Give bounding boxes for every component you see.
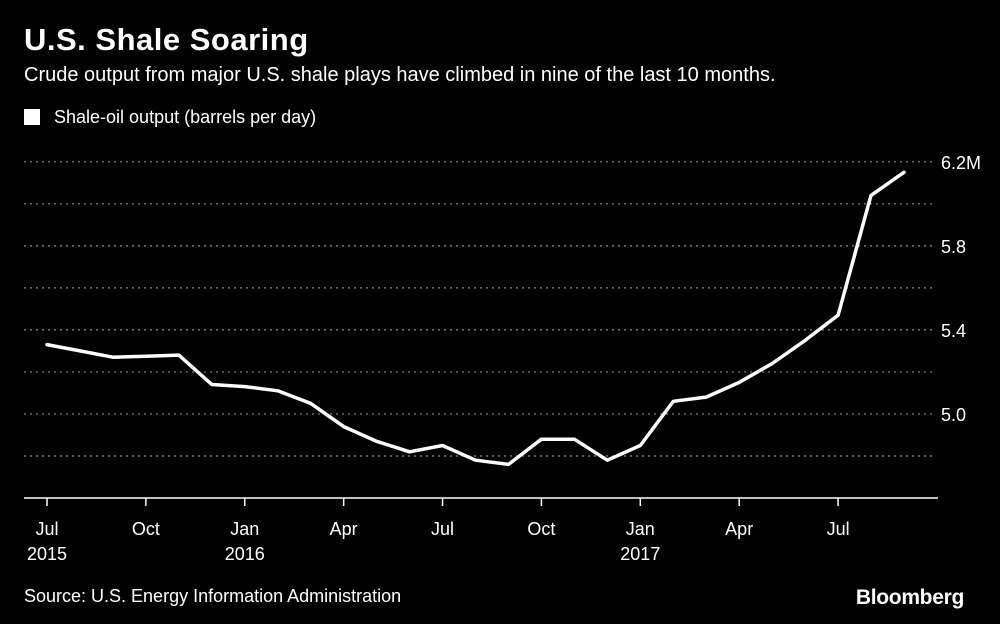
data-point [474,458,477,462]
data-point [770,362,774,365]
data-point [78,349,82,353]
data-point [210,383,214,386]
data-point [276,389,279,393]
series-line-0 [45,170,906,467]
x-axis-labels: Jul 2015 Oct Jan 2016 Apr Jul Oct Jan 2017 Apr Jul [27,519,850,564]
data-point [441,444,444,447]
x-tick-label: Jul [827,519,850,539]
data-point [243,385,246,388]
data-point [540,437,543,441]
legend-swatch [24,109,40,125]
data-point [111,356,115,359]
data-point [737,381,741,384]
x-tick-label: Jan [230,519,259,539]
legend: Shale-oil output (barrels per day) [24,106,316,128]
x-axis [24,497,938,506]
x-tick-label: Jul [431,519,454,539]
x-tick-label: Jul [35,519,58,539]
data-point [639,444,642,447]
data-point [342,425,345,428]
data-point [606,458,609,462]
y-axis-labels: 5.0 5.4 5.8 6.2M [941,153,981,425]
data-point [408,450,411,453]
data-point [803,339,807,342]
y-tick-label: 5.8 [941,237,966,257]
data-point [573,437,576,441]
data-point [705,395,708,399]
data-point [309,402,312,405]
chart-subtitle: Crude output from major U.S. shale plays… [24,64,776,86]
legend-label: Shale-oil output (barrels per day) [54,106,317,127]
bloomberg-logo: Bloomberg [855,586,964,609]
x-tick-label: Oct [132,519,160,539]
x-tick-year-label: 2017 [620,544,660,564]
x-tick-label: Apr [725,519,753,539]
data-point [375,440,378,443]
gridlines [24,161,935,457]
source-note: Source: U.S. Energy Information Administ… [24,586,402,606]
x-tick-label: Apr [330,519,358,539]
chart-title: U.S. Shale Soaring [24,22,309,57]
data-point [672,400,675,403]
series-layer [45,170,906,467]
data-point [177,353,181,357]
x-tick-year-label: 2015 [27,544,67,564]
y-tick-label: 6.2M [941,153,981,173]
x-tick-label: Oct [527,519,555,539]
data-point [869,194,873,197]
y-tick-label: 5.0 [941,405,966,425]
data-point [836,313,840,317]
x-tick-label: Jan [626,519,655,539]
data-point [144,354,148,358]
data-point [902,171,906,174]
data-point [45,343,49,346]
x-tick-year-label: 2016 [225,544,265,564]
data-point [507,463,510,466]
y-tick-label: 5.4 [941,321,966,341]
